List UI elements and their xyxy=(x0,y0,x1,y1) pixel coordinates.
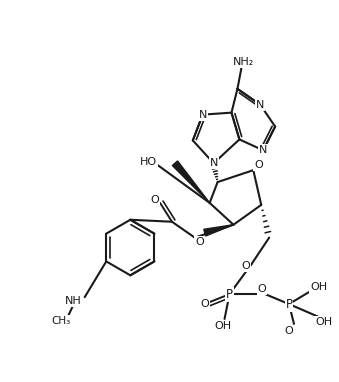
Text: N: N xyxy=(199,110,207,120)
Text: N: N xyxy=(256,100,264,110)
Text: HO: HO xyxy=(140,157,157,167)
Text: P: P xyxy=(226,288,233,301)
Text: N: N xyxy=(210,158,218,168)
Text: OH: OH xyxy=(310,282,327,292)
Text: N: N xyxy=(259,145,267,155)
Text: NH₂: NH₂ xyxy=(233,57,254,67)
Text: CH₃: CH₃ xyxy=(51,316,71,326)
Text: NH: NH xyxy=(64,296,81,306)
Text: O: O xyxy=(254,160,263,170)
Text: O: O xyxy=(241,261,250,271)
Text: O: O xyxy=(151,195,159,205)
Text: OH: OH xyxy=(214,321,231,331)
Text: P: P xyxy=(285,298,293,311)
Polygon shape xyxy=(172,161,210,203)
Text: OH: OH xyxy=(315,317,332,327)
Text: O: O xyxy=(195,236,204,247)
Text: O: O xyxy=(285,326,293,336)
Text: O: O xyxy=(200,299,209,309)
Polygon shape xyxy=(204,225,234,236)
Text: O: O xyxy=(258,284,266,294)
